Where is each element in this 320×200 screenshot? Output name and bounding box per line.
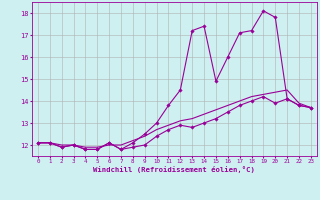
X-axis label: Windchill (Refroidissement éolien,°C): Windchill (Refroidissement éolien,°C) [93,166,255,173]
